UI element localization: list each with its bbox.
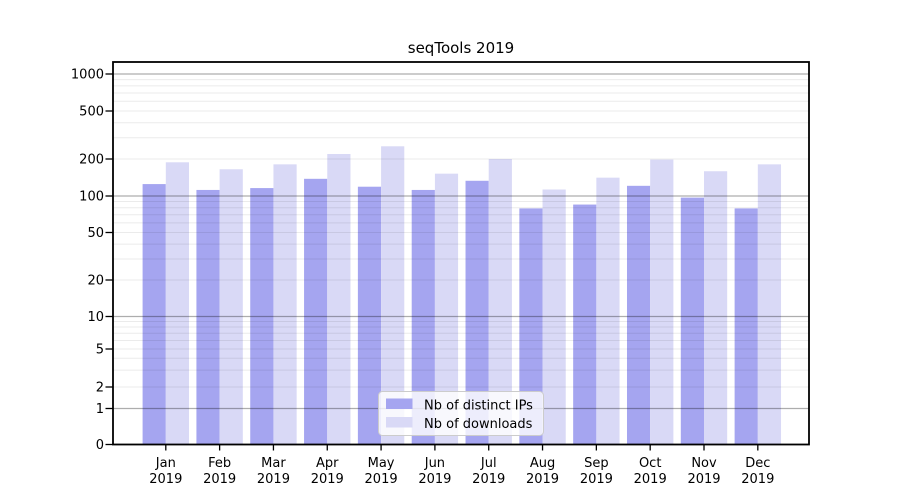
y-tick-label: 500 — [79, 105, 104, 120]
x-tick-label-month: Jun — [424, 456, 445, 471]
bar-distinct-ips — [411, 189, 435, 445]
legend-swatch-distinct-ips — [386, 398, 413, 409]
bar-distinct-ips — [142, 184, 166, 445]
bar-downloads — [434, 173, 459, 445]
y-tick-label: 1000 — [71, 68, 104, 83]
bar-distinct-ips — [465, 180, 489, 445]
legend-label-downloads: Nb of downloads — [424, 417, 533, 432]
x-tick-label-month: May — [368, 456, 395, 471]
legend-label-distinct-ips: Nb of distinct IPs — [424, 399, 533, 414]
x-tick-label-month: Mar — [261, 456, 286, 471]
bars-layer — [142, 146, 782, 445]
bar-downloads — [704, 171, 728, 445]
y-tick-label: 1 — [96, 402, 104, 417]
bar-distinct-ips — [250, 188, 274, 445]
x-tick-label-year: 2019 — [741, 472, 774, 487]
x-tick-label-year: 2019 — [203, 472, 236, 487]
tick-labels: 01251020501002005001000Jan2019Feb2019Mar… — [71, 68, 774, 488]
y-tick-label: 50 — [87, 226, 104, 241]
x-tick-label-year: 2019 — [418, 472, 451, 487]
x-tick-label-year: 2019 — [687, 472, 720, 487]
x-tick-label-year: 2019 — [257, 472, 290, 487]
bar-distinct-ips — [196, 189, 220, 445]
x-tick-label-year: 2019 — [634, 472, 667, 487]
x-tick-label-month: Apr — [316, 456, 339, 471]
x-tick-label-month: Oct — [639, 456, 661, 471]
legend: Nb of distinct IPs Nb of downloads — [378, 391, 544, 436]
axes — [105, 61, 810, 451]
bar-distinct-ips — [304, 178, 328, 445]
x-tick-label-year: 2019 — [472, 472, 505, 487]
plot-border — [112, 61, 810, 446]
bar-downloads — [219, 169, 243, 445]
y-tick-label: 5 — [96, 343, 104, 358]
y-tick-label: 10 — [87, 310, 104, 325]
x-tick-label-month: Nov — [691, 456, 717, 471]
y-tick-label: 2 — [96, 381, 104, 396]
bar-downloads — [757, 164, 782, 445]
bar-distinct-ips — [519, 208, 543, 445]
x-tick-label-year: 2019 — [526, 472, 559, 487]
x-tick-label-month: Jan — [155, 456, 176, 471]
x-tick-label-year: 2019 — [311, 472, 344, 487]
y-tick-label: 100 — [79, 190, 104, 205]
bar-distinct-ips — [573, 204, 597, 445]
x-tick-label-year: 2019 — [580, 472, 613, 487]
x-tick-label-month: Aug — [530, 456, 555, 471]
bar-downloads — [381, 146, 405, 445]
y-tick-label: 200 — [79, 153, 104, 168]
bar-downloads — [327, 154, 351, 445]
gridlines — [113, 73, 809, 410]
legend-swatch-downloads — [386, 417, 413, 428]
bar-distinct-ips — [680, 197, 704, 445]
x-tick-label-year: 2019 — [365, 472, 398, 487]
x-tick-label-month: Sep — [584, 456, 609, 471]
bar-downloads — [488, 159, 512, 445]
x-tick-label-month: Feb — [208, 456, 231, 471]
y-tick-label: 20 — [87, 274, 104, 289]
bar-downloads — [542, 189, 566, 445]
bar-downloads — [273, 164, 297, 445]
legend-box — [378, 391, 544, 436]
chart-title: seqTools 2019 — [408, 39, 514, 57]
bar-distinct-ips — [626, 185, 651, 445]
bar-downloads — [650, 159, 674, 445]
x-tick-label-year: 2019 — [149, 472, 182, 487]
x-tick-label-month: Dec — [745, 456, 770, 471]
bar-distinct-ips — [734, 208, 758, 445]
bar-downloads — [596, 177, 620, 445]
y-tick-label: 0 — [96, 438, 104, 453]
x-tick-label-month: Jul — [480, 456, 497, 471]
bar-distinct-ips — [357, 186, 382, 445]
bar-downloads — [165, 162, 189, 445]
